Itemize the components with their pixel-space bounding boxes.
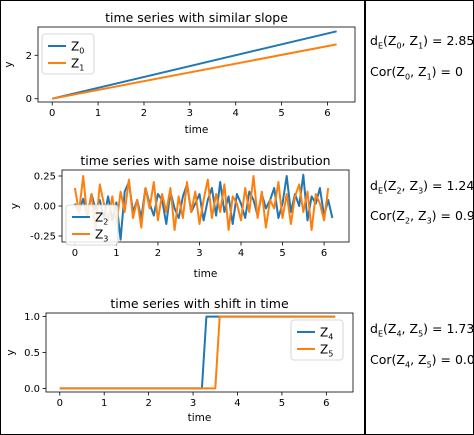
series-line-z0 [51,30,337,100]
distance-metric-2: dE(Z2, Z3) = 1.24 [370,178,474,196]
x-axis-label: time [185,124,209,136]
chart-3: time series with shift in time 0 1 2 3 4 5 6 1.0… [5,296,354,424]
series-line-z1 [52,43,337,100]
x-tick-label: 6 [321,248,327,259]
x-tick-label: 1 [101,398,107,409]
x-tick-label: 2 [145,398,151,409]
legend-box [290,319,344,361]
x-tick-label: 3 [196,248,202,259]
x-tick-label: 4 [233,108,239,119]
y-tick-label: 1.0 [24,312,40,323]
legend-box [65,204,119,246]
series-line-z5 [59,315,336,390]
plot-frame [37,26,356,103]
chart-title: time series with shift in time [110,296,289,311]
y-tick-label: 0.0 [24,384,40,395]
y-tick-label: 0.00 [34,202,56,213]
x-axis-label: time [194,268,218,280]
correlation-metric-3: Cor(Z4, Z5) = 0.09 [370,352,474,370]
y-axis-label: y [3,61,15,67]
chart-2: time series with same noise distribution… [9,153,350,280]
x-tick-label: 2 [155,248,161,259]
x-axis-label: time [188,412,212,424]
x-tick-label: 0 [57,398,63,409]
y-tick-label: 2 [26,51,32,62]
x-tick-label: 6 [323,398,329,409]
x-tick-label: 6 [324,108,330,119]
correlation-metric-1: Cor(Z0, Z1) = 0 [370,64,463,82]
correlation-metric-2: Cor(Z2, Z3) = 0.93 [370,208,474,226]
y-tick-label: 0 [26,94,32,105]
chart-title: time series with same noise distribution [80,153,330,168]
legend-box [41,33,95,75]
x-tick-label: 1 [95,108,101,119]
y-axis-label: y [9,203,21,209]
x-tick-label: 5 [279,248,285,259]
distance-metric-1: dE(Z0, Z1) = 2.85 [370,33,474,51]
chart-title: time series with similar slope [105,10,288,25]
x-tick-label: 5 [278,108,284,119]
x-tick-label: 5 [279,398,285,409]
column-divider [364,0,366,435]
distance-metric-3: dE(Z4, Z5) = 1.73 [370,321,474,339]
x-tick-label: 0 [49,108,55,119]
x-tick-label: 4 [234,398,240,409]
x-tick-label: 2 [141,108,147,119]
x-tick-label: 3 [187,108,193,119]
x-tick-label: 3 [190,398,196,409]
chart-1: time series with similar slope 0 1 2 3 4 5 6 0 2 t… [3,10,356,136]
x-tick-label: 1 [113,248,119,259]
x-tick-label: 0 [72,248,78,259]
x-tick-label: 4 [238,248,244,259]
y-tick-label: 0.25 [34,172,56,183]
y-tick-label: 0.5 [24,348,40,359]
y-axis-label: y [5,349,17,355]
y-tick-label: -0.25 [30,232,56,243]
